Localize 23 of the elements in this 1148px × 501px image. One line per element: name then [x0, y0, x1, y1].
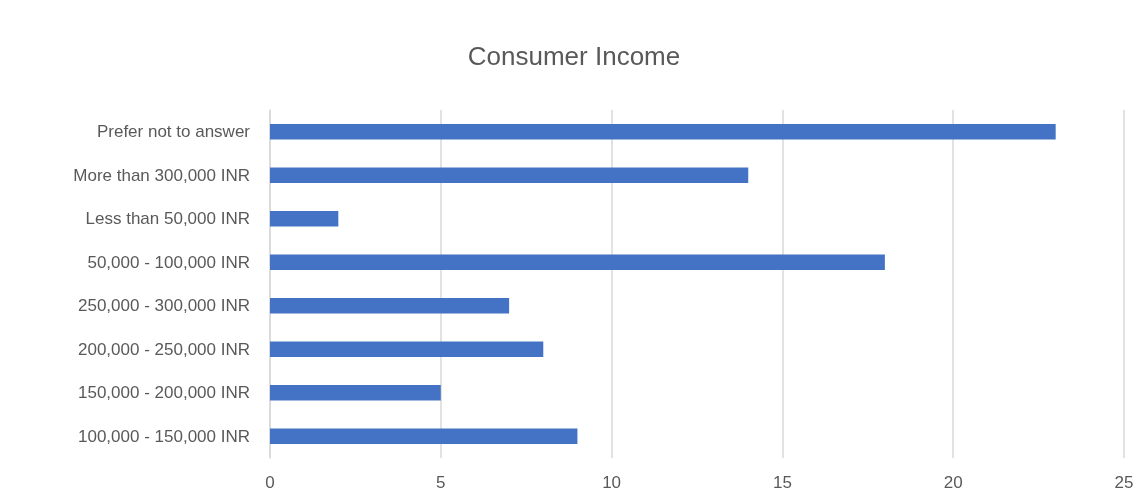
bar	[270, 297, 510, 314]
chart-title: Consumer Income	[467, 41, 681, 71]
x-tick-label: 0	[265, 473, 275, 492]
x-tick-label: 15	[772, 473, 792, 492]
y-tick-label: More than 300,000 INR	[73, 165, 250, 185]
bar	[270, 123, 1056, 140]
bar	[270, 210, 339, 227]
x-tick-label: 20	[943, 473, 963, 492]
bar	[270, 428, 578, 445]
bar	[270, 341, 544, 358]
y-tick-label: 250,000 - 300,000 INR	[77, 296, 250, 316]
bar	[270, 384, 441, 401]
y-tick-label: 50,000 - 100,000 INR	[87, 252, 250, 272]
y-tick-label: 200,000 - 250,000 INR	[77, 339, 250, 359]
bar	[270, 254, 885, 271]
y-tick-label: 150,000 - 200,000 INR	[77, 383, 250, 403]
x-tick-label: 25	[1114, 473, 1134, 492]
y-tick-label: Less than 50,000 INR	[85, 209, 250, 229]
y-tick-label: 100,000 - 150,000 INR	[77, 426, 250, 446]
x-tick-label: 10	[602, 473, 622, 492]
x-tick-label: 5	[436, 473, 446, 492]
bar	[270, 167, 749, 184]
y-tick-label: Prefer not to answer	[96, 122, 251, 142]
